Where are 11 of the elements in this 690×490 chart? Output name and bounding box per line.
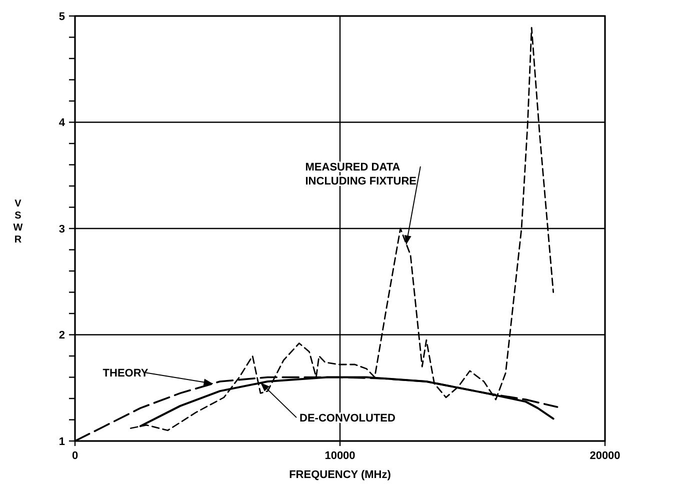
x-tick-label: 20000 xyxy=(590,450,620,462)
y-tick-label: 4 xyxy=(58,117,66,130)
y-axis-title: VSWR xyxy=(13,198,24,246)
x-tick-label: 0 xyxy=(72,450,78,462)
y-tick-label: 2 xyxy=(58,330,65,342)
y-tick-label: 3 xyxy=(58,223,65,236)
x-tick-label: 10000 xyxy=(324,450,356,462)
x-axis-title: FREQUENCY (MHz) xyxy=(289,469,392,481)
annotation: THEORY xyxy=(102,368,149,380)
y-tick-label: 1 xyxy=(58,436,65,448)
y-tick-label: 5 xyxy=(58,10,65,23)
